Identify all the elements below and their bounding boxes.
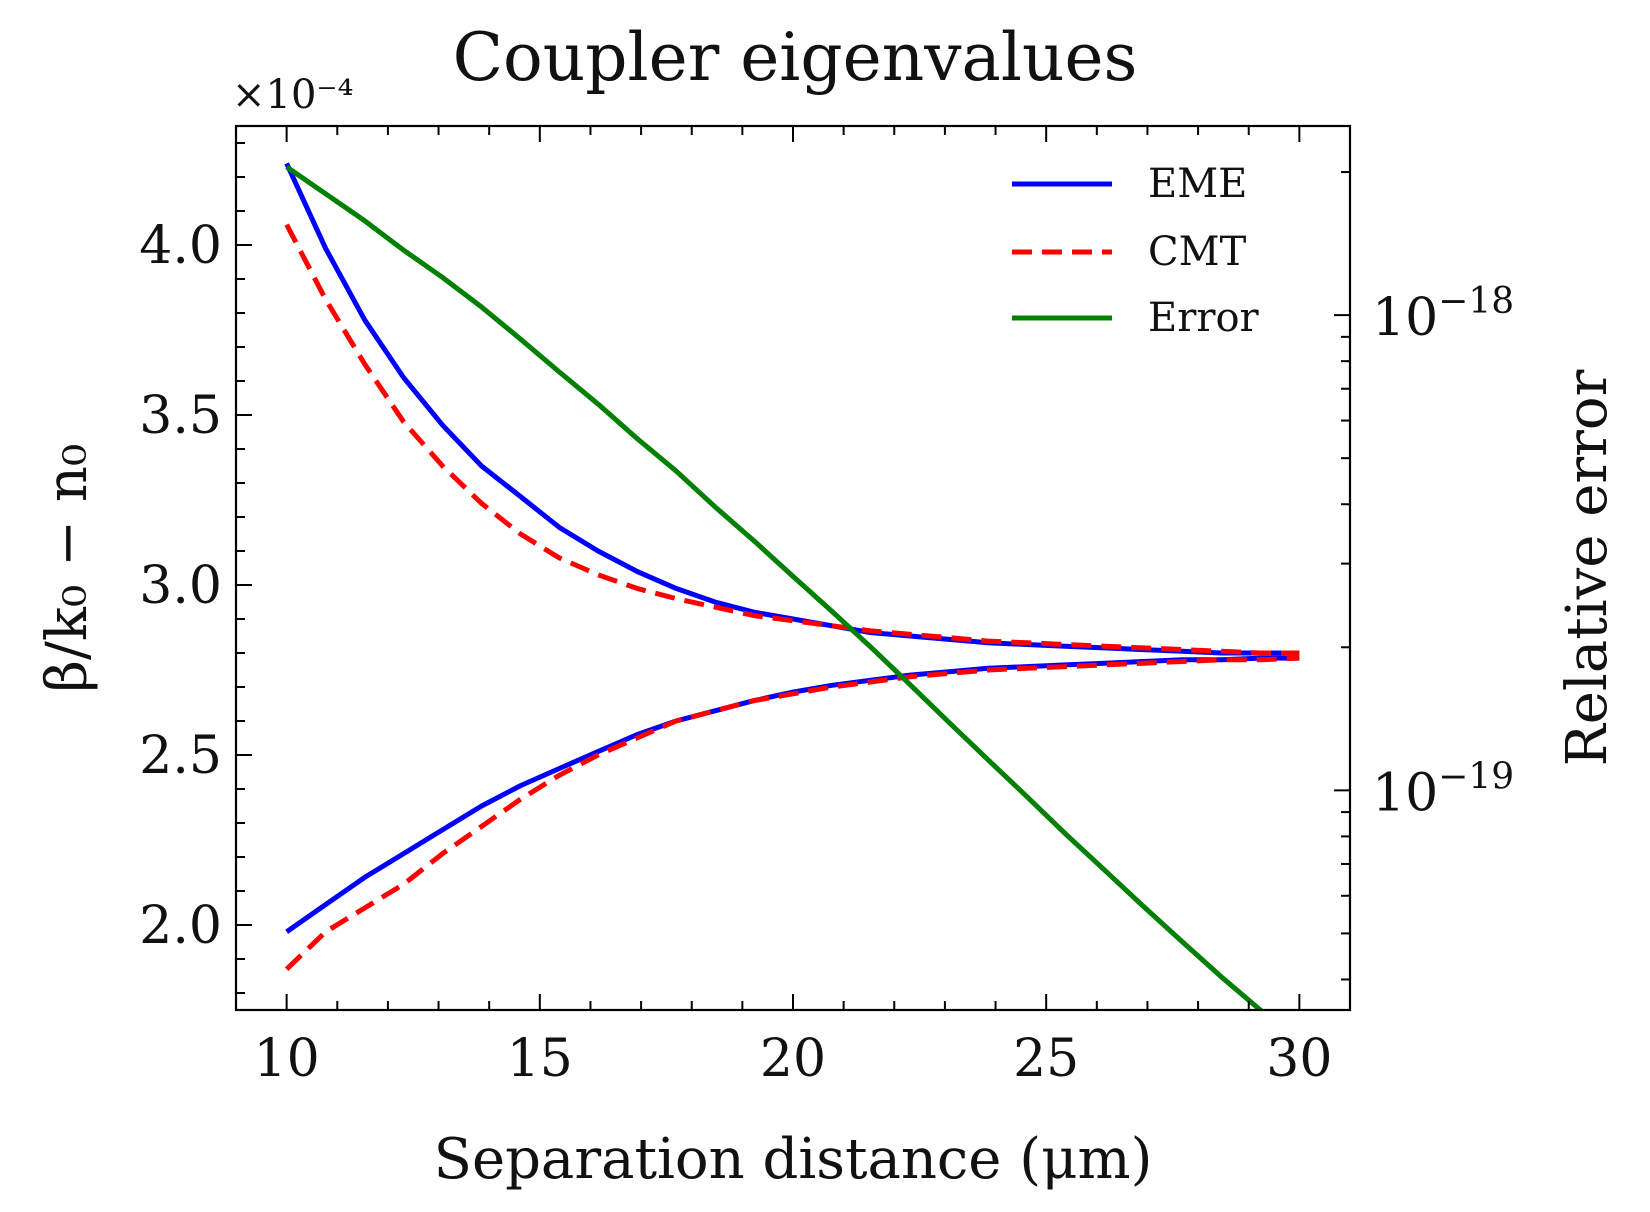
x-tick-label: 10 bbox=[254, 1029, 320, 1089]
y-left-tick-label: 2.5 bbox=[139, 726, 222, 786]
legend-label-error: Error bbox=[1148, 295, 1260, 341]
x-tick-label: 15 bbox=[507, 1029, 573, 1089]
series-eme-branch-lower bbox=[285, 655, 1300, 934]
x-tick-label: 20 bbox=[760, 1029, 826, 1089]
legend: EME CMT Error bbox=[1012, 161, 1260, 341]
y-left-tick-label: 2.0 bbox=[139, 896, 222, 956]
x-tick-label: 25 bbox=[1013, 1029, 1079, 1089]
legend-label-cmt: CMT bbox=[1148, 229, 1247, 275]
y-left-tick-label: 3.0 bbox=[139, 556, 222, 616]
series-layer bbox=[284, 162, 1300, 1010]
chart-title: Coupler eigenvalues bbox=[453, 19, 1138, 96]
series-cmt-branch-upper bbox=[284, 223, 1300, 656]
series-cmt-branch-lower bbox=[284, 655, 1300, 972]
x-axis-label: Separation distance (μm) bbox=[434, 1127, 1153, 1192]
y-axis-label-left: β/k₀ − n₀ bbox=[35, 444, 100, 693]
x-tick-label: 30 bbox=[1266, 1029, 1332, 1089]
y-left-tick-label: 3.5 bbox=[139, 386, 222, 446]
legend-label-eme: EME bbox=[1148, 161, 1247, 207]
y-left-tick-label: 4.0 bbox=[139, 216, 222, 276]
y-right-tick-label: 10−19 bbox=[1372, 756, 1514, 823]
series-eme-branch-upper bbox=[284, 162, 1300, 656]
left-axis-multiplier: ×10⁻⁴ bbox=[232, 72, 354, 118]
ticks-layer bbox=[235, 126, 1351, 1010]
tick-labels-layer: 10 15 20 25 30 2.0 2.5 3.0 3.5 4.0 10−19 10−18 bbox=[139, 216, 1514, 1089]
series-error bbox=[285, 164, 1265, 1010]
y-axis-label-right: Relative error bbox=[1555, 369, 1620, 766]
y-right-tick-label: 10−18 bbox=[1372, 281, 1514, 348]
